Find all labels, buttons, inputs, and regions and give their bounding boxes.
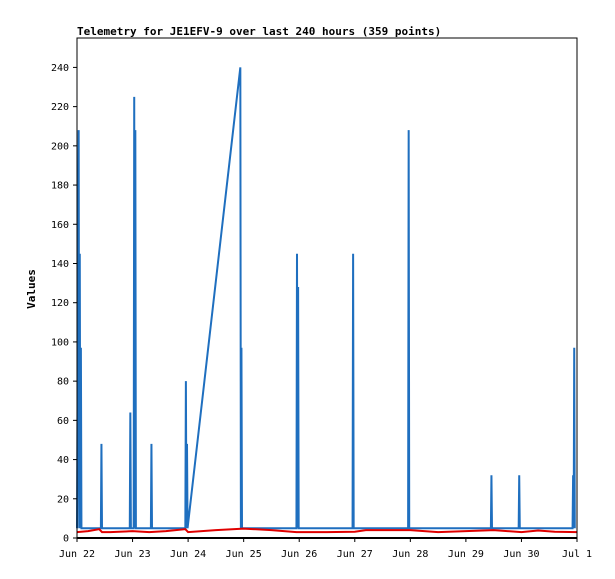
y-tick-label: 240	[51, 63, 69, 74]
series-line-2	[76, 527, 578, 534]
series-line-1	[76, 67, 576, 530]
x-tick-label: Jun 26	[281, 549, 317, 560]
plot-area	[76, 67, 578, 539]
y-tick-label: 0	[63, 534, 69, 545]
y-tick-label: 80	[57, 377, 69, 388]
y-tick-label: 60	[57, 416, 69, 427]
y-tick-label: 180	[51, 181, 69, 192]
x-tick-label: Jun 30	[503, 549, 539, 560]
x-tick-label: Jun 22	[59, 549, 95, 560]
y-tick-label: 160	[51, 220, 69, 231]
axes: 0 20 40 60 80 100 120 140 160 180 200 220 240 Jun 22 J…	[51, 37, 592, 560]
y-tick-label: 100	[51, 337, 69, 348]
x-tick-label: Jun 28	[392, 549, 428, 560]
y-axis-label: Values	[25, 269, 38, 309]
x-tick-label: Jun 29	[448, 549, 484, 560]
y-tick-label: 200	[51, 141, 69, 152]
y-tick-label: 20	[57, 494, 69, 505]
y-tick-label: 40	[57, 455, 69, 466]
x-tick-label: Jun 25	[226, 549, 262, 560]
plot-frame	[76, 37, 578, 539]
x-tick-label: Jul 1	[562, 549, 592, 560]
chart-title: Telemetry for JE1EFV-9 over last 240 hou…	[77, 25, 441, 38]
y-tick-label: 220	[51, 102, 69, 113]
y-tick-label: 140	[51, 259, 69, 270]
x-tick-label: Jun 27	[337, 549, 373, 560]
x-tick-label: Jun 23	[114, 549, 150, 560]
x-tick-label: Jun 24	[170, 549, 206, 560]
y-tick-label: 120	[51, 298, 69, 309]
